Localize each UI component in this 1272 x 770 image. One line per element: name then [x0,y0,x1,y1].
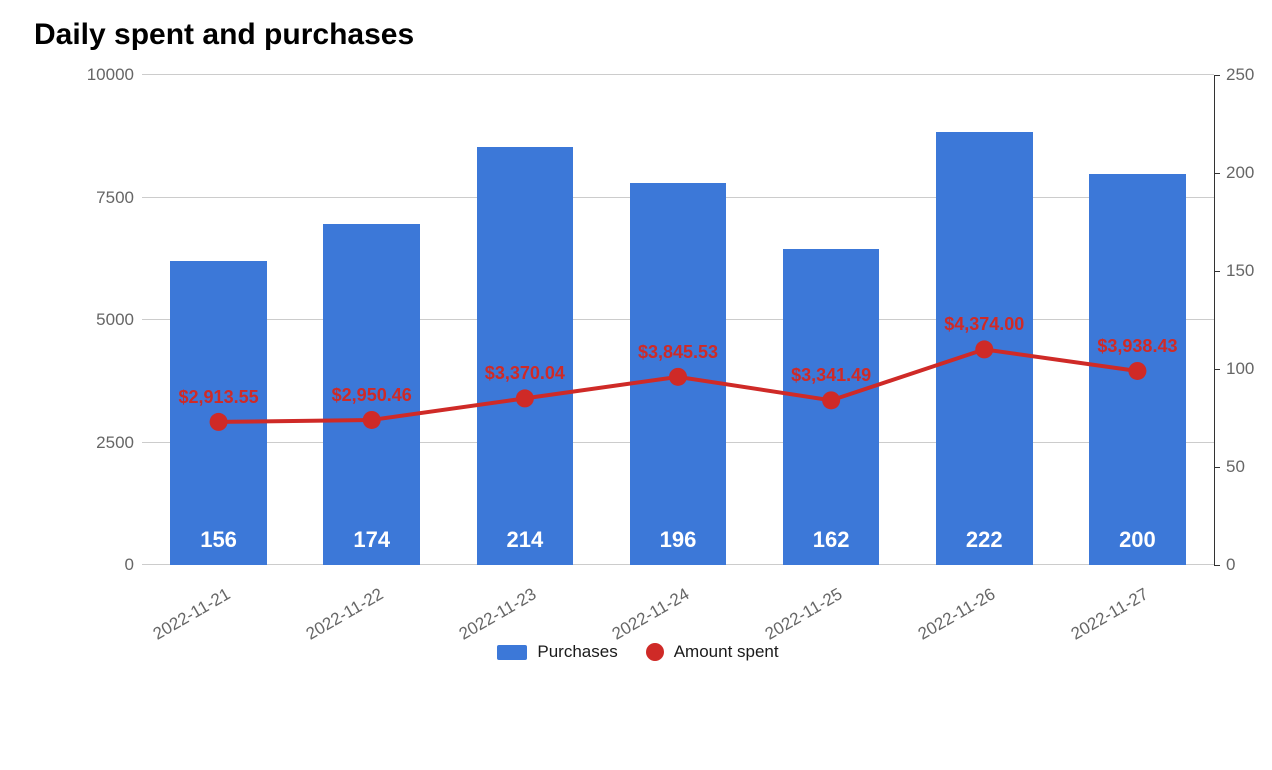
line-marker [516,389,534,407]
line-marker [669,368,687,386]
legend-item-amount-spent: Amount spent [646,642,779,662]
y-right-tick-label: 200 [1226,163,1272,183]
plot-region: 156174214196162222200 $2,913.55$2,950.46… [142,75,1214,565]
chart-container: Daily spent and purchases 0 2500 5000 75… [0,0,1272,770]
line-value-label: $2,950.46 [332,385,412,406]
right-axis-line [1214,75,1215,565]
legend: Purchases Amount spent [34,642,1242,662]
right-axis-tick [1214,75,1220,76]
y-right-tick-label: 0 [1226,555,1272,575]
right-axis-tick [1214,271,1220,272]
chart-title: Daily spent and purchases [34,18,1252,52]
y-right-tick-label: 100 [1226,359,1272,379]
line-value-label: $3,938.43 [1097,336,1177,357]
line-marker [975,340,993,358]
legend-swatch-dot [646,643,664,661]
line-marker [210,413,228,431]
y-left-tick-3: 7500 [34,188,134,208]
y-left-tick-2: 5000 [34,310,134,330]
right-axis-tick [1214,565,1220,566]
y-right-tick-label: 250 [1226,65,1272,85]
line-value-label: $3,845.53 [638,342,718,363]
chart-area: 0 2500 5000 7500 10000 15617421419616222… [34,72,1242,662]
line-layer [142,75,1214,565]
right-axis-tick [1214,369,1220,370]
y-right-tick-label: 50 [1226,457,1272,477]
y-left-tick-4: 10000 [34,65,134,85]
line-value-label: $4,374.00 [944,314,1024,335]
right-axis-tick [1214,467,1220,468]
y-right-tick-label: 150 [1226,261,1272,281]
legend-label: Purchases [537,642,617,662]
line-marker [822,391,840,409]
y-left-tick-0: 0 [34,555,134,575]
line-marker [363,411,381,429]
right-axis-tick [1214,173,1220,174]
legend-item-purchases: Purchases [497,642,617,662]
legend-swatch-bar [497,645,527,660]
line-value-label: $3,370.04 [485,363,565,384]
line-marker [1128,362,1146,380]
legend-label: Amount spent [674,642,779,662]
y-left-tick-1: 2500 [34,433,134,453]
line-value-label: $2,913.55 [179,387,259,408]
line-value-label: $3,341.49 [791,365,871,386]
